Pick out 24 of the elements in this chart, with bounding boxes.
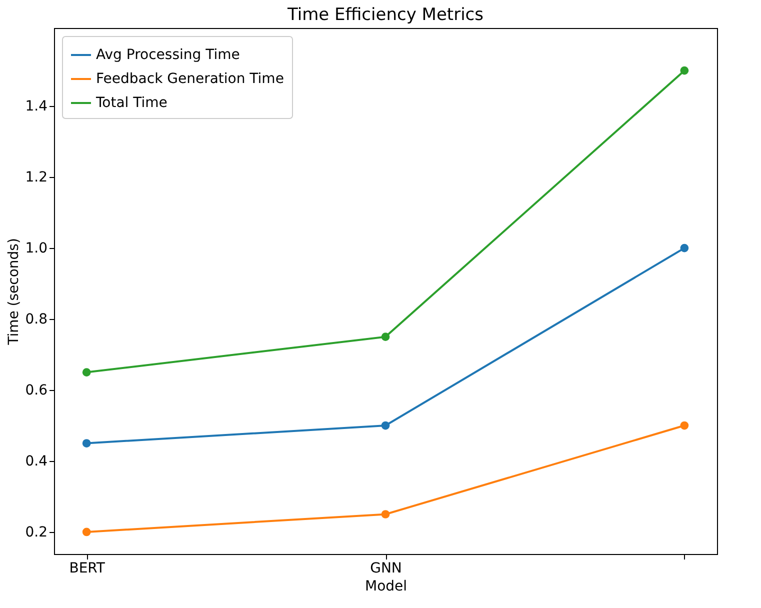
y-tick-label: 1.0: [25, 240, 48, 257]
point: [680, 66, 689, 75]
chart-title: Time Efficiency Metrics: [286, 5, 484, 25]
x-axis-title: Model: [364, 578, 408, 594]
point: [82, 439, 91, 448]
y-tick-label: 1.4: [25, 98, 48, 115]
point: [381, 510, 390, 518]
x-tick-label: GNN: [370, 560, 402, 576]
y-tick-label: 0.2: [25, 524, 48, 540]
legend-label: Feedback Generation Time: [96, 71, 284, 87]
y-tick-label: 0.8: [25, 312, 48, 328]
x-tick-label: BERT: [69, 560, 106, 576]
point: [680, 244, 689, 252]
point: [381, 421, 390, 430]
point: [680, 421, 689, 430]
point: [82, 528, 91, 536]
legend-label: Avg Processing Time: [96, 47, 240, 63]
point: [381, 332, 390, 341]
y-axis-title: Time (seconds): [6, 238, 22, 346]
y-tick-label: 0.6: [25, 382, 48, 399]
y-tick-label: 0.4: [25, 454, 48, 470]
legend-label: Total Time: [95, 95, 168, 111]
point: [82, 368, 91, 376]
y-tick-label: 1.2: [25, 170, 48, 186]
